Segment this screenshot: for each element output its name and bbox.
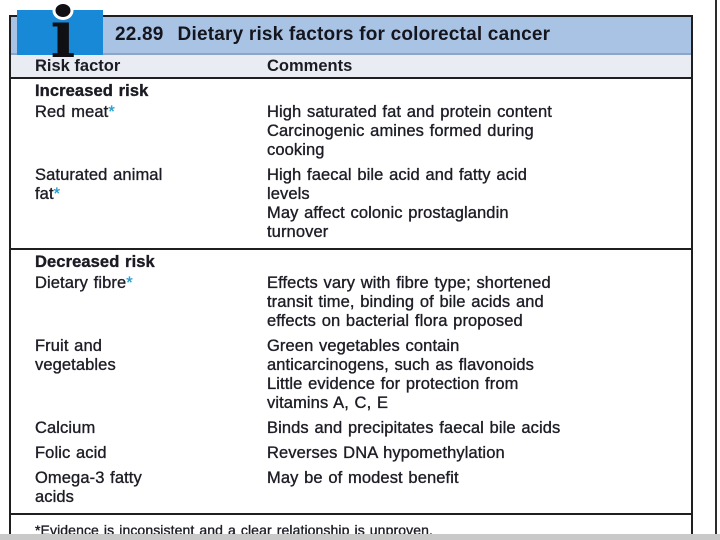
risk-factor-label: Fruit and vegetables <box>35 337 116 374</box>
section-heading-increased-risk: Increased risk <box>35 82 149 100</box>
asterisk-marker: * <box>126 274 133 292</box>
dietary-risk-table: ı 22.89 Dietary risk factors for colorec… <box>9 1 693 538</box>
comment-cell: High faecal bile acid and fatty acid lev… <box>267 166 528 241</box>
column-header-risk-factor: Risk factor <box>35 56 121 75</box>
table-body: Increased risk Red meat* High saturated … <box>11 79 691 540</box>
table-row-folic-acid: Folic acid Reverses DNA hypomethylation <box>11 444 691 463</box>
table-title-bar: ı 22.89 Dietary risk factors for colorec… <box>11 1 691 67</box>
comment-cell: Green vegetables contain anticarcinogens… <box>267 337 534 412</box>
asterisk-marker: * <box>108 103 115 121</box>
section-divider <box>11 248 691 250</box>
risk-factor-cell: Saturated animal fat* <box>35 166 267 242</box>
comment-cell: Binds and precipitates faecal bile acids <box>267 419 561 437</box>
table-row-omega-3-fatty-acids: Omega-3 fatty acids May be of modest ben… <box>11 469 691 507</box>
risk-factor-cell: Red meat* <box>35 103 267 160</box>
risk-factor-label: Red meat <box>35 103 109 121</box>
risk-factor-cell: Folic acid <box>35 444 267 463</box>
comment-cell: High saturated fat and protein content C… <box>267 103 552 159</box>
table-number: 22.89 <box>115 24 164 45</box>
table-row-red-meat: Red meat* High saturated fat and protein… <box>11 103 691 160</box>
table-row-fruit-and-vegetables: Fruit and vegetables Green vegetables co… <box>11 337 691 413</box>
column-header-comments: Comments <box>267 56 353 75</box>
table-row-calcium: Calcium Binds and precipitates faecal bi… <box>11 419 691 438</box>
risk-factor-label: Omega-3 fatty acids <box>35 469 142 506</box>
column-header-row: Risk factor Comments <box>11 55 691 79</box>
asterisk-marker: * <box>53 185 61 203</box>
risk-factor-label: Saturated animal fat <box>35 166 163 203</box>
comment-cell: Effects vary with fibre type; shortened … <box>267 274 551 330</box>
page-bottom-band <box>0 534 720 540</box>
table-row-saturated-animal-fat: Saturated animal fat* High faecal bile a… <box>11 166 691 242</box>
risk-factor-cell: Calcium <box>35 419 267 438</box>
info-icon-dot <box>52 1 74 20</box>
risk-factor-cell: Dietary fibre* <box>35 274 267 331</box>
risk-factor-cell: Omega-3 fatty acids <box>35 469 267 507</box>
section-heading-decreased-risk: Decreased risk <box>35 253 155 271</box>
page-edge-line <box>715 0 717 534</box>
comment-cell: Reverses DNA hypomethylation <box>267 444 505 462</box>
table-row-dietary-fibre: Dietary fibre* Effects vary with fibre t… <box>11 274 691 331</box>
comment-cell: May be of modest benefit <box>267 469 459 487</box>
info-icon: ı <box>17 1 103 67</box>
table-title: Dietary risk factors for colorectal canc… <box>177 24 551 45</box>
risk-factor-label: Folic acid <box>35 444 107 462</box>
risk-factor-cell: Fruit and vegetables <box>35 337 267 413</box>
info-icon-stem: ı <box>50 0 76 73</box>
risk-factor-label: Calcium <box>35 419 96 437</box>
risk-factor-label: Dietary fibre <box>35 274 127 292</box>
